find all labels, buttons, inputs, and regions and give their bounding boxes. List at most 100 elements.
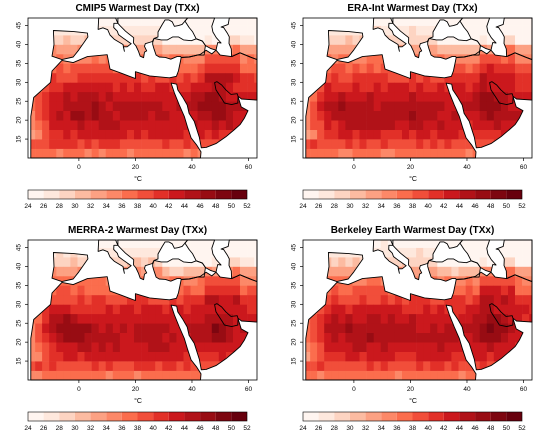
colorbar-tick-label: 52 (518, 425, 526, 432)
grid-cell (317, 370, 325, 381)
grid-cell (394, 35, 403, 45)
grid-cell (211, 285, 220, 296)
grid-cell (225, 82, 234, 93)
grid-cell (387, 18, 396, 26)
grid-cell (98, 342, 107, 352)
grid-cell (394, 72, 403, 83)
colorbar-tick-label: 24 (24, 203, 32, 210)
grid-cell (148, 110, 156, 121)
grid-cell (345, 342, 353, 352)
grid-cell (366, 342, 374, 352)
grid-cell (345, 361, 353, 371)
grid-cell (366, 294, 374, 305)
grid-cell (105, 240, 114, 248)
grid-cell (486, 332, 495, 343)
grid-cell (148, 129, 156, 140)
grid-cell (305, 148, 311, 159)
grid-cell (49, 110, 57, 121)
grid-cell (515, 257, 523, 267)
grid-cell (451, 294, 459, 305)
colorbar-swatch (381, 190, 397, 199)
grid-cell (162, 323, 170, 333)
grid-cell (35, 129, 43, 140)
grid-cell (352, 294, 360, 305)
colorbar-tick-label: 30 (71, 203, 79, 210)
grid-cell (225, 304, 234, 315)
grid-cell (345, 294, 353, 305)
grid-cell (444, 257, 452, 267)
grid-cell (98, 370, 107, 381)
grid-cell (402, 351, 410, 362)
grid-cell (458, 44, 466, 55)
grid-cell (56, 304, 64, 315)
grid-cell (338, 342, 346, 352)
grid-cell (155, 44, 163, 55)
grid-cell (373, 129, 382, 140)
grid-cell (430, 351, 438, 362)
colorbar-tick-label: 46 (471, 203, 479, 210)
grid-cell (493, 91, 502, 102)
grid-cell (451, 342, 459, 352)
grid-cell (472, 72, 480, 83)
grid-cell (472, 313, 480, 324)
grid-cell (465, 313, 473, 324)
grid-cell (416, 120, 424, 130)
grid-cell (134, 110, 142, 121)
colorbar-tick-label: 44 (181, 425, 189, 432)
colorbar-tick-label: 28 (56, 203, 64, 210)
grid-cell (493, 304, 502, 315)
grid-cell (394, 139, 403, 149)
grid-cell (225, 53, 234, 64)
grid-cell (63, 35, 71, 45)
grid-cell (529, 25, 532, 36)
grid-cell (112, 91, 121, 102)
grid-cell (472, 257, 480, 267)
grid-cell (352, 148, 360, 159)
grid-cell (345, 323, 353, 333)
grid-cell (472, 18, 480, 26)
grid-cell (522, 266, 530, 277)
colorbar-swatch (428, 412, 444, 421)
grid-cell (254, 240, 257, 248)
grid-cell (148, 18, 156, 26)
grid-cell (169, 361, 177, 371)
grid-cell (49, 129, 57, 140)
colorbar-tick-label: 28 (331, 425, 339, 432)
grid-cell (373, 72, 382, 83)
grid-cell (233, 257, 241, 267)
grid-cell (247, 240, 255, 248)
grid-cell (56, 129, 64, 140)
grid-cell (84, 63, 92, 74)
grid-cell (190, 294, 198, 305)
grid-cell (458, 304, 466, 315)
grid-cell (458, 72, 466, 83)
grid-cell (190, 44, 198, 55)
grid-cell (190, 240, 198, 248)
grid-cell (84, 351, 92, 362)
grid-cell (387, 323, 396, 333)
grid-cell (423, 120, 431, 130)
grid-cell (148, 240, 156, 248)
grid-cell (373, 91, 382, 102)
grid-cell (345, 304, 353, 315)
grid-cell (387, 35, 396, 45)
grid-cell (56, 257, 64, 267)
grid-cell (472, 82, 480, 93)
grid-cell (240, 285, 248, 296)
grid-cell (204, 240, 213, 248)
colorbar-swatch (459, 412, 476, 421)
grid-cell (91, 342, 99, 352)
grid-cell (359, 110, 367, 121)
grid-cell (204, 110, 213, 121)
grid-cell (486, 323, 495, 333)
grid-cell (458, 370, 466, 381)
grid-cell (98, 110, 107, 121)
grid-cell (197, 351, 205, 362)
grid-cell (338, 101, 346, 111)
grid-cell (63, 148, 71, 159)
grid-cell (105, 342, 114, 352)
grid-cell (105, 247, 114, 258)
grid-cell (515, 266, 523, 277)
colorbar-tick-label: 24 (24, 425, 32, 432)
grid-cell (430, 44, 438, 55)
